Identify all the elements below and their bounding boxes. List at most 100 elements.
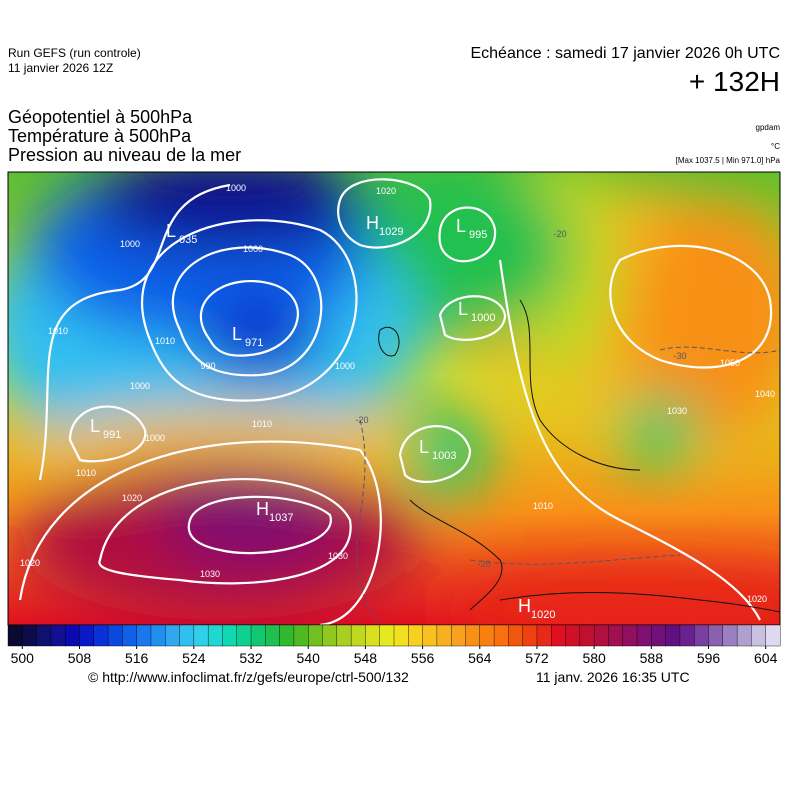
temperature-label: -30 — [673, 351, 686, 361]
colorbar-cell — [236, 624, 252, 647]
isobar-label: 1050 — [720, 358, 740, 368]
center-letter: L — [458, 299, 468, 319]
colorbar-cell — [393, 624, 409, 647]
colorbar-cell — [379, 624, 395, 647]
colorbar-label: 516 — [125, 650, 149, 666]
colorbar-cell — [593, 624, 609, 647]
colorbar-cell — [765, 624, 781, 647]
colorbar-cell — [293, 624, 309, 647]
colorbar-cell — [450, 624, 466, 647]
center-value: 971 — [245, 337, 263, 349]
colorbar-cell — [336, 624, 352, 647]
colorbar-label: 500 — [11, 650, 35, 666]
isobar-label: 1010 — [76, 468, 96, 478]
isobar-label: 1030 — [667, 406, 687, 416]
isobar-label: 1020 — [747, 594, 767, 604]
title-3: Pression au niveau de la mer — [8, 145, 242, 165]
colorbar-cell — [179, 624, 195, 647]
center-letter: H — [366, 213, 379, 233]
unit-temp: °C — [771, 142, 780, 151]
center-value: 1003 — [432, 450, 456, 462]
center-letter: L — [166, 221, 176, 241]
colorbar-cell — [350, 624, 366, 647]
source-url: © http://www.infoclimat.fr/z/gefs/europe… — [88, 669, 409, 685]
isobar-label: 1020 — [122, 493, 142, 503]
pressure-center: L 035 — [166, 221, 197, 246]
colorbar-cell — [222, 624, 238, 647]
colorbar-cell — [522, 624, 538, 647]
colorbar-cell — [479, 624, 495, 647]
colorbar-cell — [265, 624, 281, 647]
colorbar-cell — [551, 624, 567, 647]
coastlines — [378, 299, 780, 613]
colorbar-cell — [722, 624, 738, 647]
isobar-label: 1000 — [335, 361, 355, 371]
pressure-center: L 995 — [456, 216, 487, 241]
isobar-label: 1010 — [252, 419, 272, 429]
center-letter: H — [256, 499, 269, 519]
isobar-label: 1030 — [200, 569, 220, 579]
isobar-label: 1010 — [155, 336, 175, 346]
colorbar-label: 580 — [582, 650, 606, 666]
colorbar-cell — [207, 624, 223, 647]
center-value: 995 — [469, 229, 487, 241]
pressure-center: H 1029 — [366, 213, 403, 238]
colorbar-label: 548 — [354, 650, 378, 666]
center-value: 1037 — [269, 512, 293, 524]
colorbar-cell — [651, 624, 667, 647]
colorbar-cell — [107, 624, 123, 647]
temperature-label: -20 — [355, 415, 368, 425]
center-letter: H — [518, 596, 531, 616]
colorbar-cell — [279, 624, 295, 647]
temperature-label: -20 — [553, 229, 566, 239]
colorbar-label: 604 — [754, 650, 778, 666]
colorbar-cell — [665, 624, 681, 647]
colorbar-cell — [36, 624, 52, 647]
center-letter: L — [456, 216, 466, 236]
colorbar-label: 556 — [411, 650, 435, 666]
title-2: Température à 500hPa — [8, 126, 192, 146]
isobar-label: 1000 — [243, 244, 263, 254]
colorbar-cell — [308, 624, 324, 647]
colorbar-cell — [22, 624, 38, 647]
pressure-range: [Max 1037.5 | Min 971.0] hPa — [675, 156, 780, 165]
colorbar-cell — [150, 624, 166, 647]
colorbar-cell — [93, 624, 109, 647]
echeance: Echéance : samedi 17 janvier 2026 0h UTC — [470, 45, 780, 62]
colorbar-cell — [122, 624, 138, 647]
colorbar-cell — [465, 624, 481, 647]
colorbar-cell — [622, 624, 638, 647]
pressure-center: L 1000 — [458, 299, 495, 324]
colorbar-cell — [493, 624, 509, 647]
colorbar-label: 524 — [182, 650, 206, 666]
isobar-label: 1000 — [120, 239, 140, 249]
colorbar-label: 540 — [297, 650, 321, 666]
colorbar-cell — [536, 624, 552, 647]
center-value: 1029 — [379, 226, 403, 238]
colorbar-cell — [365, 624, 381, 647]
timestamp: 11 janv. 2026 16:35 UTC — [536, 669, 690, 685]
colorbar-cell — [165, 624, 181, 647]
isobar-label: 1020 — [20, 558, 40, 568]
colorbar-cell — [565, 624, 581, 647]
run-date: 11 janvier 2026 12Z — [8, 61, 114, 75]
center-letter: L — [419, 437, 429, 457]
colorbar-label: 564 — [468, 650, 492, 666]
colorbar-cell — [136, 624, 152, 647]
colorbar-cell — [508, 624, 524, 647]
isobar-label: 1020 — [376, 186, 396, 196]
colorbar-label: 588 — [640, 650, 664, 666]
center-value: 1000 — [471, 312, 495, 324]
isobar-label: 1000 — [226, 183, 246, 193]
colorbar: 500 508 516 524 532 540 548 556 564 572 580 588 596 6… — [7, 624, 781, 666]
center-letter: L — [90, 416, 100, 436]
colorbar-label: 572 — [525, 650, 549, 666]
colorbar-cell — [636, 624, 652, 647]
title-1: Géopotentiel à 500hPa — [8, 107, 193, 127]
colorbar-cell — [50, 624, 66, 647]
colorbar-cell — [708, 624, 724, 647]
field-blobs — [8, 172, 780, 625]
center-value: 991 — [103, 429, 121, 441]
